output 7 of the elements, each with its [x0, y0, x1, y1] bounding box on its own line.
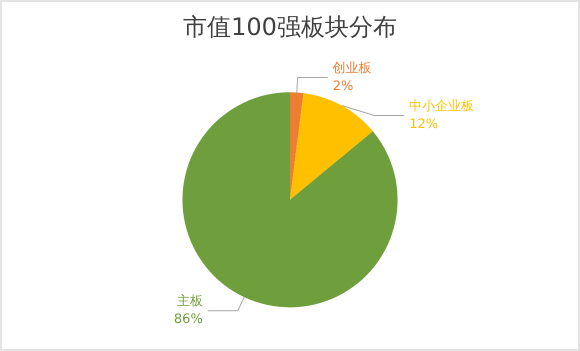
data-label: 2% — [332, 78, 354, 94]
data-label: 86% — [174, 312, 203, 328]
chart-title: 市值100强板块分布 — [183, 13, 397, 41]
slice-label: 中小企业板 — [409, 98, 474, 114]
slice-label: 主板 — [176, 293, 203, 310]
slice-label: 创业板 — [332, 60, 372, 76]
data-label: 12% — [409, 116, 438, 132]
